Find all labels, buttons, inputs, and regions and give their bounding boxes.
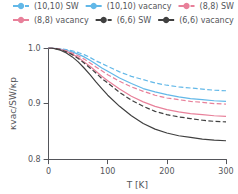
svg-text:T [K]: T [K] (126, 180, 148, 190)
svg-text:(8,8) SW: (8,8) SW (200, 2, 235, 11)
svg-text:0.8: 0.8 (28, 155, 41, 164)
svg-text:κvac/SW/κp: κvac/SW/κp (8, 77, 18, 130)
svg-text:(6,6) vacancy: (6,6) vacancy (179, 16, 234, 25)
svg-text:(10,10) vacancy: (10,10) vacancy (107, 2, 172, 11)
svg-text:1.0: 1.0 (28, 44, 41, 53)
svg-text:300: 300 (218, 167, 233, 176)
svg-text:100: 100 (100, 167, 115, 176)
svg-text:0.9: 0.9 (28, 99, 41, 108)
svg-text:0: 0 (46, 167, 51, 176)
svg-text:(6,6) SW: (6,6) SW (117, 16, 152, 25)
svg-text:200: 200 (159, 167, 174, 176)
svg-text:(8,8) vacancy: (8,8) vacancy (34, 16, 89, 25)
svg-text:(10,10) SW: (10,10) SW (34, 2, 79, 11)
